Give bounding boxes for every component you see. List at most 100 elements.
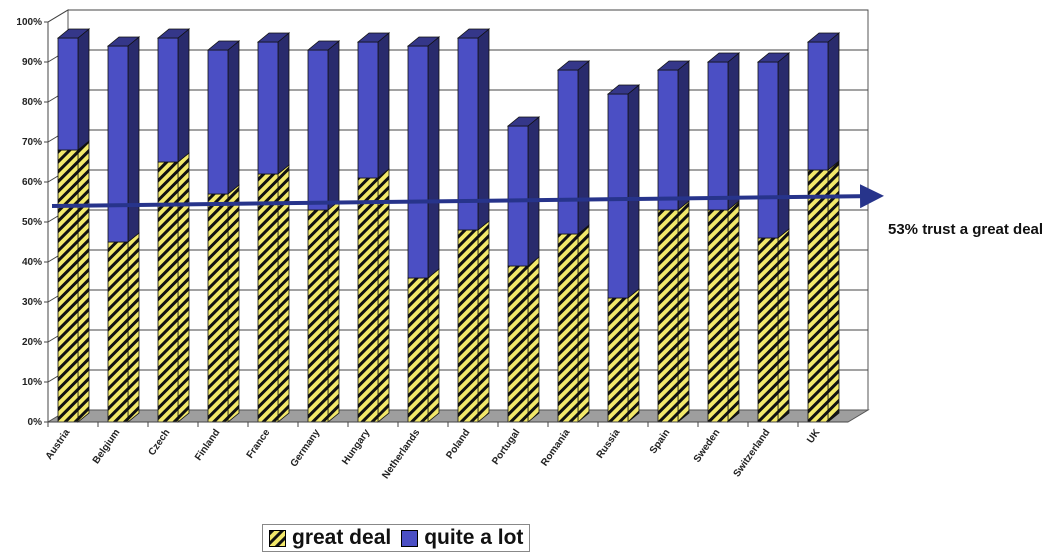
bar-great-deal-side-netherlands <box>427 268 440 423</box>
bar-great-deal-france <box>257 173 279 423</box>
bar-quite-a-lot-side-france <box>277 32 290 175</box>
x-axis-ticks: Austria Belgium Czech Finland France Germany H… <box>44 421 848 481</box>
bar-great-deal-poland <box>457 229 479 423</box>
bar-quite-a-lot-uk <box>807 41 829 171</box>
y-tick-label-20-: 20% <box>22 337 42 348</box>
bar-quite-a-lot-side-hungary <box>377 32 390 179</box>
y-tick-label-40-: 40% <box>22 257 42 268</box>
legend-item-great-deal: great deal <box>269 526 391 550</box>
bar-quite-a-lot-netherlands <box>407 45 429 279</box>
bar-top-uk <box>806 32 841 43</box>
x-tick-label-romania: Romania <box>539 427 572 468</box>
bar-great-deal-sweden <box>707 209 729 423</box>
bar-quite-a-lot-russia <box>607 93 629 299</box>
bar-quite-a-lot-finland <box>207 49 229 195</box>
bar-group-germany <box>306 40 341 423</box>
y-axis-ticks: 0% 10% 20% 30% 40% 50% 60% 70% 80% 90% 100% <box>16 17 49 428</box>
bar-great-deal-side-austria <box>77 140 90 423</box>
bar-quite-a-lot-side-romania <box>577 60 590 235</box>
bar-great-deal-romania <box>557 233 579 423</box>
annotation-53-percent: 53% trust a great deal <box>888 221 1044 238</box>
bar-quite-a-lot-side-spain <box>677 60 690 211</box>
bar-top-germany <box>306 40 341 51</box>
legend-item-quite-a-lot: quite a lot <box>401 526 523 550</box>
x-tick-label-france: France <box>245 427 273 461</box>
reference-arrow-line <box>51 184 884 209</box>
bar-great-deal-side-belgium <box>127 232 140 423</box>
bar-top-belgium <box>106 36 141 47</box>
bar-great-deal-portugal <box>507 265 529 423</box>
bar-quite-a-lot-side-netherlands <box>427 36 440 279</box>
bar-top-romania <box>556 60 591 71</box>
bar-great-deal-side-sweden <box>727 200 740 423</box>
bar-great-deal-side-spain <box>677 200 690 423</box>
bar-quite-a-lot-switzerland <box>757 61 779 239</box>
x-tick-label-switzerland: Switzerland <box>732 427 773 479</box>
bar-quite-a-lot-side-switzerland <box>777 52 790 239</box>
bar-great-deal-netherlands <box>407 277 429 423</box>
bar-top-france <box>256 32 291 43</box>
bar-group-uk <box>806 32 841 423</box>
bar-group-belgium <box>106 36 141 423</box>
bar-top-netherlands <box>406 36 441 47</box>
bar-quite-a-lot-germany <box>307 49 329 211</box>
bar-top-austria <box>56 28 91 39</box>
bar-great-deal-czech <box>157 161 179 423</box>
bar-quite-a-lot-portugal <box>507 125 529 267</box>
x-tick-label-uk: UK <box>805 427 823 446</box>
x-tick-label-sweden: Sweden <box>692 427 723 464</box>
x-tick-label-poland: Poland <box>444 427 472 461</box>
bar-group-portugal <box>506 116 541 423</box>
bar-great-deal-side-germany <box>327 200 340 423</box>
bar-great-deal-uk <box>807 169 829 423</box>
bar-group-czech <box>156 28 191 423</box>
bar-quite-a-lot-hungary <box>357 41 379 179</box>
reference-arrow <box>51 184 884 209</box>
bar-great-deal-belgium <box>107 241 129 423</box>
bar-quite-a-lot-spain <box>657 69 679 211</box>
bar-group-russia <box>606 84 641 423</box>
y-tick-label-70-: 70% <box>22 137 42 148</box>
bar-quite-a-lot-side-finland <box>227 40 240 195</box>
y-tick-label-30-: 30% <box>22 297 42 308</box>
bar-great-deal-austria <box>57 149 79 423</box>
chart-area: 0% 10% 20% 30% 40% 50% 60% 70% 80% 90% 100% Austri… <box>16 9 884 481</box>
bar-quite-a-lot-side-russia <box>627 84 640 299</box>
x-tick-label-czech: Czech <box>147 427 173 457</box>
bar-great-deal-russia <box>607 297 629 423</box>
bar-quite-a-lot-belgium <box>107 45 129 243</box>
bar-quite-a-lot-side-czech <box>177 28 190 163</box>
bar-group-hungary <box>356 32 391 423</box>
bar-great-deal-finland <box>207 193 229 423</box>
bar-quite-a-lot-france <box>257 41 279 175</box>
bar-top-russia <box>606 84 641 95</box>
y-tick-label-10-: 10% <box>22 377 42 388</box>
bar-great-deal-side-russia <box>627 288 640 423</box>
bar-group-sweden <box>706 52 741 423</box>
bar-top-czech <box>156 28 191 39</box>
bar-top-portugal <box>506 116 541 127</box>
y-tick-label-90-: 90% <box>22 57 42 68</box>
legend-swatch-great-deal <box>269 529 286 547</box>
bar-great-deal-germany <box>307 209 329 423</box>
bar-group-netherlands <box>406 36 441 423</box>
x-tick-label-russia: Russia <box>595 427 623 461</box>
bar-top-hungary <box>356 32 391 43</box>
bar-quite-a-lot-side-austria <box>77 28 90 151</box>
x-tick-label-spain: Spain <box>648 427 673 456</box>
bar-great-deal-side-switzerland <box>777 228 790 423</box>
bar-group-spain <box>656 60 691 423</box>
y-tick-label-80-: 80% <box>22 97 42 108</box>
bar-quite-a-lot-sweden <box>707 61 729 211</box>
bar-group-finland <box>206 40 241 423</box>
bar-quite-a-lot-side-germany <box>327 40 340 211</box>
bar-great-deal-side-hungary <box>377 168 390 423</box>
bar-group-poland <box>456 28 491 423</box>
bar-great-deal-side-portugal <box>527 256 540 423</box>
legend-label-quite-a-lot: quite a lot <box>424 526 524 549</box>
bar-group-romania <box>556 60 591 423</box>
bars <box>56 28 841 423</box>
bar-quite-a-lot-czech <box>157 37 179 163</box>
legend-swatch-quite-a-lot <box>401 529 419 547</box>
bar-great-deal-side-czech <box>177 152 190 423</box>
